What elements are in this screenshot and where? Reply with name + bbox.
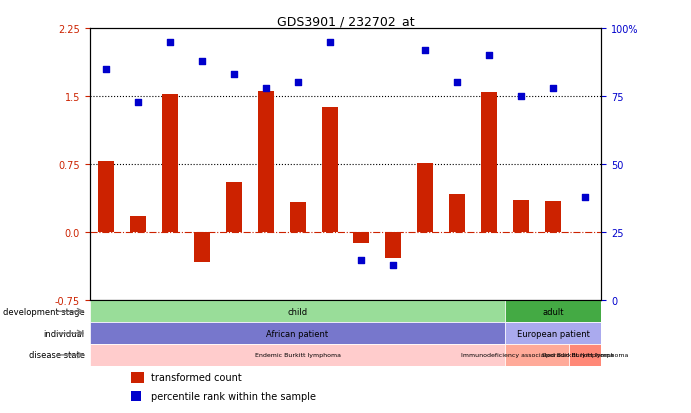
Bar: [513, 200, 529, 233]
Bar: [545, 201, 561, 233]
Point: [452, 80, 463, 87]
Bar: [377, 29, 409, 301]
Text: adult: adult: [542, 307, 564, 316]
Text: Sporadic Burkitt lymphoma: Sporadic Burkitt lymphoma: [542, 353, 628, 358]
Point: [515, 94, 527, 100]
Point: [292, 80, 303, 87]
Bar: [249, 29, 281, 301]
Point: [324, 39, 335, 46]
Bar: [131, 391, 141, 401]
Point: [228, 72, 239, 78]
Bar: [409, 29, 442, 301]
Text: European patient: European patient: [517, 329, 589, 338]
Bar: [290, 203, 305, 233]
Y-axis label: disease state: disease state: [29, 351, 85, 360]
Text: transformed count: transformed count: [151, 373, 242, 382]
Point: [580, 194, 591, 201]
Bar: [569, 344, 601, 366]
Point: [100, 66, 111, 73]
Bar: [314, 29, 346, 301]
Bar: [98, 162, 114, 233]
Bar: [505, 301, 601, 323]
Bar: [193, 233, 209, 263]
Bar: [346, 29, 377, 301]
Bar: [131, 372, 144, 383]
Bar: [90, 323, 505, 344]
Point: [196, 58, 207, 65]
Text: percentile rank within the sample: percentile rank within the sample: [151, 391, 316, 401]
Bar: [153, 29, 186, 301]
Bar: [122, 29, 153, 301]
Bar: [130, 216, 146, 233]
Bar: [417, 164, 433, 233]
Bar: [386, 233, 401, 258]
Bar: [505, 344, 569, 366]
Point: [420, 47, 431, 54]
Point: [484, 53, 495, 59]
Bar: [505, 323, 601, 344]
Bar: [321, 108, 337, 233]
Bar: [281, 29, 314, 301]
Text: child: child: [287, 307, 307, 316]
Bar: [258, 91, 274, 233]
Bar: [537, 29, 569, 301]
Y-axis label: development stage: development stage: [3, 307, 85, 316]
Bar: [505, 29, 537, 301]
Bar: [482, 93, 498, 233]
Point: [132, 99, 143, 106]
Point: [388, 262, 399, 269]
Bar: [186, 29, 218, 301]
Bar: [354, 233, 370, 244]
Y-axis label: individual: individual: [44, 329, 85, 338]
Bar: [473, 29, 505, 301]
Bar: [442, 29, 473, 301]
Bar: [90, 301, 505, 323]
Point: [164, 39, 176, 46]
Bar: [90, 344, 505, 366]
Text: Immunodeficiency associated Burkitt lymphoma: Immunodeficiency associated Burkitt lymp…: [461, 353, 614, 358]
Bar: [218, 29, 249, 301]
Bar: [449, 195, 465, 233]
Point: [260, 85, 271, 92]
Bar: [90, 29, 122, 301]
Bar: [569, 29, 601, 301]
Bar: [162, 95, 178, 233]
Text: African patient: African patient: [267, 329, 329, 338]
Title: GDS3901 / 232702_at: GDS3901 / 232702_at: [276, 15, 415, 28]
Point: [548, 85, 559, 92]
Point: [356, 256, 367, 263]
Bar: [226, 183, 242, 233]
Text: Endemic Burkitt lymphoma: Endemic Burkitt lymphoma: [254, 353, 341, 358]
